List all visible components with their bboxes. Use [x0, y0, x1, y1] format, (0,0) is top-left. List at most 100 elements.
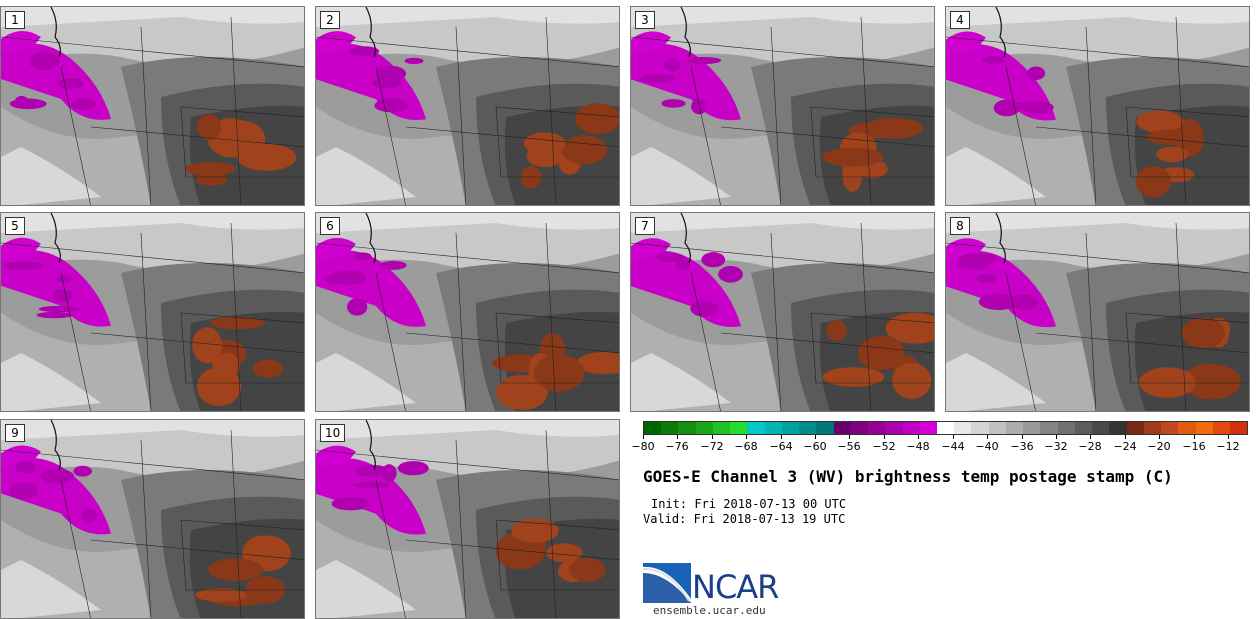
colorbar-tick-label: −72 [700, 440, 724, 453]
colorbar-tick-label: −52 [872, 440, 896, 453]
postage-stamp-panel: 10 [315, 419, 620, 619]
colorbar-tick-label: −16 [1182, 440, 1206, 453]
colorbar-segment [1126, 422, 1144, 434]
colorbar-segment [695, 422, 713, 434]
colorbar [643, 421, 1248, 435]
colorbar-segment [799, 422, 817, 434]
colorbar-tick [643, 435, 644, 439]
panel-number: 9 [5, 424, 25, 442]
colorbar-tick-label: −56 [837, 440, 861, 453]
colorbar-segment [1040, 422, 1058, 434]
colorbar-segment [747, 422, 765, 434]
panel-number: 3 [635, 11, 655, 29]
colorbar-tick [712, 435, 713, 439]
colorbar-segment [678, 422, 696, 434]
colorbar-segment [1178, 422, 1196, 434]
postage-stamp-panel: 7 [630, 212, 935, 412]
colorbar-segment [833, 422, 851, 434]
colorbar-tick [1159, 435, 1160, 439]
colorbar-segment [1092, 422, 1110, 434]
water-vapor-map [946, 213, 1249, 411]
water-vapor-map [316, 420, 619, 618]
colorbar-segment [850, 422, 869, 434]
postage-stamp-panel: 6 [315, 212, 620, 412]
colorbar-segment [868, 422, 886, 434]
colorbar-segment [954, 422, 972, 434]
colorbar-segment [1057, 422, 1075, 434]
site-url[interactable]: ensemble.ucar.edu [653, 604, 766, 617]
colorbar-tick-label: −40 [975, 440, 999, 453]
colorbar-tick [815, 435, 816, 439]
ncar-logo-icon [643, 563, 691, 603]
colorbar-tick [918, 435, 919, 439]
colorbar-segment [936, 422, 955, 434]
figure-title: GOES-E Channel 3 (WV) brightness temp po… [643, 467, 1173, 486]
colorbar-tick-label: −68 [734, 440, 758, 453]
init-time: Init: Fri 2018-07-13 00 UTC [651, 497, 847, 511]
colorbar-segment [781, 422, 800, 434]
colorbar-tick-label: −64 [769, 440, 793, 453]
colorbar-tick-label: −24 [1113, 440, 1137, 453]
colorbar-tick-label: −36 [1010, 440, 1034, 453]
colorbar-segment [1143, 422, 1162, 434]
colorbar-segment [644, 422, 662, 434]
postage-stamp-panel: 9 [0, 419, 305, 619]
colorbar-tick-label: −32 [1044, 440, 1068, 453]
water-vapor-map [631, 213, 934, 411]
panel-number: 7 [635, 217, 655, 235]
colorbar-segment [1074, 422, 1093, 434]
panel-number: 1 [5, 11, 25, 29]
colorbar-tick-label: −80 [631, 440, 655, 453]
colorbar-segment [971, 422, 989, 434]
postage-stamp-panel: 3 [630, 6, 935, 206]
colorbar-tick [1228, 435, 1229, 439]
colorbar-tick-label: −76 [665, 440, 689, 453]
colorbar-tick-label: −20 [1147, 440, 1171, 453]
colorbar-segment [661, 422, 679, 434]
colorbar-tick-label: −44 [941, 440, 965, 453]
postage-stamp-panel: 2 [315, 6, 620, 206]
colorbar-tick-label: −48 [906, 440, 930, 453]
colorbar-tick-label: −12 [1216, 440, 1240, 453]
panel-number: 4 [950, 11, 970, 29]
colorbar-segment [1023, 422, 1041, 434]
colorbar-segment [919, 422, 937, 434]
postage-stamp-panel: 4 [945, 6, 1250, 206]
colorbar-tick [884, 435, 885, 439]
colorbar-segment [764, 422, 782, 434]
panel-number: 10 [320, 424, 346, 442]
colorbar-segment [712, 422, 731, 434]
colorbar-segment [1109, 422, 1127, 434]
colorbar-tick [953, 435, 954, 439]
water-vapor-map [316, 213, 619, 411]
panel-number: 5 [5, 217, 25, 235]
colorbar-segment [885, 422, 903, 434]
colorbar-tick [1125, 435, 1126, 439]
colorbar-tick-label: −60 [803, 440, 827, 453]
panel-number: 2 [320, 11, 340, 29]
colorbar-tick [987, 435, 988, 439]
colorbar-tick [781, 435, 782, 439]
colorbar-segment [988, 422, 1006, 434]
colorbar-tick [677, 435, 678, 439]
water-vapor-map [1, 7, 304, 205]
postage-stamp-panel: 5 [0, 212, 305, 412]
colorbar-segment [1195, 422, 1213, 434]
colorbar-tick-label: −28 [1078, 440, 1102, 453]
colorbar-segment [730, 422, 748, 434]
logo-wordmark: NCAR [692, 568, 779, 606]
postage-stamp-panel: 8 [945, 212, 1250, 412]
panel-number: 6 [320, 217, 340, 235]
water-vapor-map [946, 7, 1249, 205]
colorbar-segment [1212, 422, 1230, 434]
colorbar-tick [849, 435, 850, 439]
colorbar-tick [1056, 435, 1057, 439]
water-vapor-map [1, 420, 304, 618]
postage-stamp-panel: 1 [0, 6, 305, 206]
valid-time: Valid: Fri 2018-07-13 19 UTC [643, 512, 846, 526]
panel-number: 8 [950, 217, 970, 235]
colorbar-tick [746, 435, 747, 439]
colorbar-ticks: −80 −76 −72 −68 −64 −60 −56 −52 −48 −44 −40 −36 −32−… [631, 435, 1248, 455]
water-vapor-map [1, 213, 304, 411]
colorbar-segment [816, 422, 834, 434]
